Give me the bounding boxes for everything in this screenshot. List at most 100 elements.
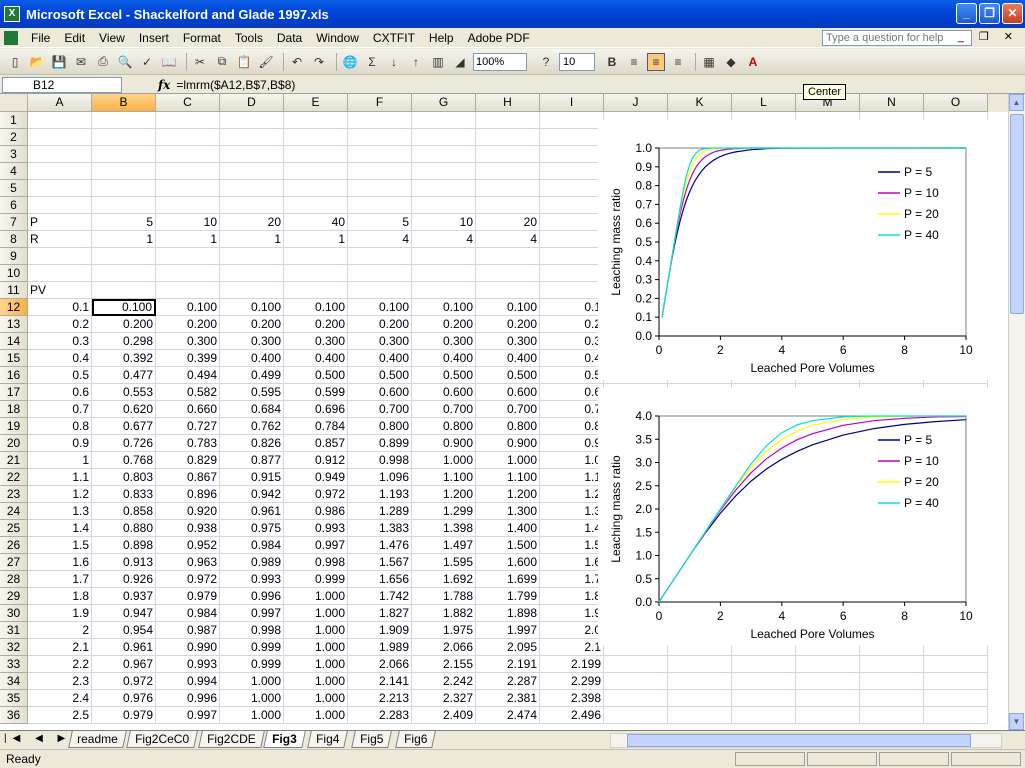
cell-f15[interactable]: 0.400 — [348, 350, 412, 367]
spelling-icon[interactable]: ✓ — [141, 54, 153, 69]
name-box[interactable]: B12 — [2, 76, 122, 93]
row-header[interactable]: 36 — [0, 707, 28, 724]
cell-h6[interactable] — [476, 197, 540, 214]
row-header[interactable]: 11 — [0, 282, 28, 299]
cell-d11[interactable] — [220, 282, 284, 299]
cell-n32[interactable] — [860, 639, 924, 656]
autosum-icon[interactable]: Σ — [368, 54, 376, 69]
cell-a18[interactable]: 0.7 — [28, 401, 92, 418]
row-header[interactable]: 32 — [0, 639, 28, 656]
cell-h3[interactable] — [476, 146, 540, 163]
cell-b9[interactable] — [92, 248, 156, 265]
cell-e3[interactable] — [284, 146, 348, 163]
cell-g25[interactable]: 1.398 — [412, 520, 476, 537]
cell-g1[interactable] — [412, 112, 476, 129]
cell-i36[interactable]: 2.496 — [540, 707, 604, 724]
cell-i21[interactable]: 1.0 — [540, 452, 604, 469]
row-header[interactable]: 34 — [0, 673, 28, 690]
cell-h35[interactable]: 2.381 — [476, 690, 540, 707]
cell-f11[interactable] — [348, 282, 412, 299]
cell-c19[interactable]: 0.727 — [156, 418, 220, 435]
cell-d14[interactable]: 0.300 — [220, 333, 284, 350]
cell-f29[interactable]: 1.742 — [348, 588, 412, 605]
cell-c17[interactable]: 0.582 — [156, 384, 220, 401]
cell-b15[interactable]: 0.392 — [92, 350, 156, 367]
row-header[interactable]: 4 — [0, 163, 28, 180]
row-header[interactable]: 22 — [0, 469, 28, 486]
cell-f32[interactable]: 1.989 — [348, 639, 412, 656]
cell-a13[interactable]: 0.2 — [28, 316, 92, 333]
cell-i28[interactable]: 1.7 — [540, 571, 604, 588]
cell-i25[interactable]: 1.4 — [540, 520, 604, 537]
cell-h15[interactable]: 0.400 — [476, 350, 540, 367]
cell-d33[interactable]: 0.999 — [220, 656, 284, 673]
cell-e29[interactable]: 1.000 — [284, 588, 348, 605]
cell-c26[interactable]: 0.952 — [156, 537, 220, 554]
cell-h13[interactable]: 0.200 — [476, 316, 540, 333]
cell-f18[interactable]: 0.700 — [348, 401, 412, 418]
cell-m35[interactable] — [796, 690, 860, 707]
column-header-e[interactable]: E — [284, 94, 348, 112]
cell-b24[interactable]: 0.858 — [92, 503, 156, 520]
cell-h10[interactable] — [476, 265, 540, 282]
cell-g23[interactable]: 1.200 — [412, 486, 476, 503]
cell-a6[interactable] — [28, 197, 92, 214]
column-header-j[interactable]: J — [604, 94, 668, 112]
cell-e13[interactable]: 0.200 — [284, 316, 348, 333]
row-header[interactable]: 29 — [0, 588, 28, 605]
cell-f36[interactable]: 2.283 — [348, 707, 412, 724]
cell-i12[interactable]: 0.1 — [540, 299, 604, 316]
cell-o33[interactable] — [924, 656, 988, 673]
cell-c3[interactable] — [156, 146, 220, 163]
cell-d20[interactable]: 0.826 — [220, 435, 284, 452]
cell-e4[interactable] — [284, 163, 348, 180]
cell-h22[interactable]: 1.100 — [476, 469, 540, 486]
column-header-f[interactable]: F — [348, 94, 412, 112]
align-center-icon[interactable]: ≡ — [647, 52, 665, 71]
column-header-b[interactable]: B — [92, 94, 156, 112]
cell-i19[interactable]: 0.8 — [540, 418, 604, 435]
cell-e30[interactable]: 1.000 — [284, 605, 348, 622]
cell-f10[interactable] — [348, 265, 412, 282]
row-header[interactable]: 2 — [0, 129, 28, 146]
chart-leaching-r4[interactable]: 0.0 0.5 1.0 1.5 2.0 2.5 3.0 3.5 4.0 0 2 4 6 8 10 Leache… — [598, 388, 1000, 646]
row-header[interactable]: 35 — [0, 690, 28, 707]
cell-e14[interactable]: 0.300 — [284, 333, 348, 350]
cell-h21[interactable]: 1.000 — [476, 452, 540, 469]
formula-input[interactable]: =lmrm($A12,B$7,B$8) — [176, 77, 296, 92]
cell-d13[interactable]: 0.200 — [220, 316, 284, 333]
cell-f16[interactable]: 0.500 — [348, 367, 412, 384]
cell-g13[interactable]: 0.200 — [412, 316, 476, 333]
cell-h32[interactable]: 2.095 — [476, 639, 540, 656]
cell-g20[interactable]: 0.900 — [412, 435, 476, 452]
row-header[interactable]: 19 — [0, 418, 28, 435]
cell-b26[interactable]: 0.898 — [92, 537, 156, 554]
drawing-icon[interactable]: ◢ — [455, 54, 465, 69]
cell-a4[interactable] — [28, 163, 92, 180]
cell-b7[interactable]: 5 — [92, 214, 156, 231]
cell-c11[interactable] — [156, 282, 220, 299]
cell-b5[interactable] — [92, 180, 156, 197]
research-icon[interactable]: 📖 — [161, 54, 177, 69]
cell-f8[interactable]: 4 — [348, 231, 412, 248]
cell-h36[interactable]: 2.474 — [476, 707, 540, 724]
cell-j36[interactable] — [604, 707, 668, 724]
cell-a20[interactable]: 0.9 — [28, 435, 92, 452]
font-color-icon[interactable]: A — [748, 54, 758, 69]
cell-e35[interactable]: 1.000 — [284, 690, 348, 707]
cell-f12[interactable]: 0.100 — [348, 299, 412, 316]
cell-e36[interactable]: 1.000 — [284, 707, 348, 724]
cell-e23[interactable]: 0.972 — [284, 486, 348, 503]
row-header[interactable]: 30 — [0, 605, 28, 622]
hyperlink-icon[interactable]: 🌐 — [342, 54, 358, 69]
cell-i15[interactable]: 0.4 — [540, 350, 604, 367]
cell-h20[interactable]: 0.900 — [476, 435, 540, 452]
cell-i23[interactable]: 1.2 — [540, 486, 604, 503]
cell-g18[interactable]: 0.700 — [412, 401, 476, 418]
cell-c32[interactable]: 0.990 — [156, 639, 220, 656]
menu-data[interactable]: Data — [276, 30, 303, 45]
cell-e1[interactable] — [284, 112, 348, 129]
cell-f26[interactable]: 1.476 — [348, 537, 412, 554]
scroll-up-button[interactable]: ▲ — [1009, 94, 1024, 111]
cell-i18[interactable]: 0.7 — [540, 401, 604, 418]
